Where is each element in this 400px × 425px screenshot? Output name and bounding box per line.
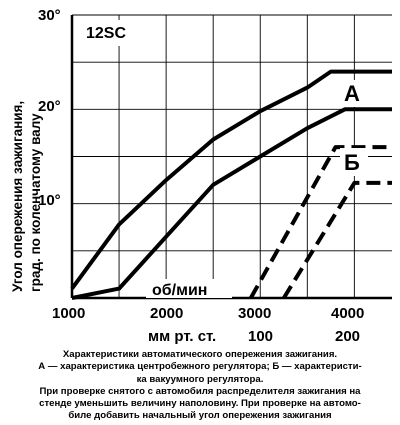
caption-line: А — характеристика центробежного регулят…	[38, 361, 362, 373]
y-axis-label-line-2: град. по коленчатому валу	[28, 113, 43, 292]
panel-label: 12SC	[86, 25, 126, 42]
series-label-b: Б	[344, 150, 360, 175]
figure-caption: Характеристики автоматического опережени…	[8, 349, 392, 423]
y-axis-label-line-1: Угол опережения зажигания,	[10, 101, 25, 292]
x2-axis-label: мм рт. ст.	[148, 328, 216, 345]
x-tick-label: 3000	[238, 305, 271, 322]
y-tick-label: 20°	[38, 98, 61, 115]
caption-line: При проверке снятого с автомобиля распре…	[39, 385, 361, 397]
caption-line: стенде уменьшить величину наполовину. Пр…	[39, 398, 361, 410]
x-unit-label: об/мин	[152, 282, 207, 299]
ignition-advance-chart: 12SC Угол опережения зажигания, град. по…	[10, 7, 392, 345]
x2-tick-label: 200	[335, 328, 360, 345]
series-line-a-1	[71, 107, 392, 300]
series-label-a: А	[344, 81, 360, 106]
y-tick-label: 10°	[38, 192, 61, 209]
x-tick-label: 4000	[331, 305, 364, 322]
series-line-a-0	[70, 69, 392, 290]
x-unit-label-bg	[146, 279, 232, 298]
caption-line: ка вакуумного регулятора.	[136, 373, 264, 385]
caption-line: биле добавить начальный угол опережения …	[68, 410, 332, 422]
series-line-b-2	[249, 145, 392, 299]
x-tick-label: 1000	[52, 305, 85, 322]
caption-line: Характеристики автоматического опережени…	[62, 349, 338, 360]
panel-label-box	[78, 20, 138, 46]
series-label-a-bg	[340, 80, 368, 107]
series-label-b-bg	[340, 148, 368, 176]
y-tick-label: 30°	[38, 7, 61, 24]
x-tick-label: 2000	[150, 305, 183, 322]
series-layer	[70, 69, 392, 300]
series-line-b-3	[282, 180, 392, 300]
x2-tick-label: 100	[248, 328, 273, 345]
